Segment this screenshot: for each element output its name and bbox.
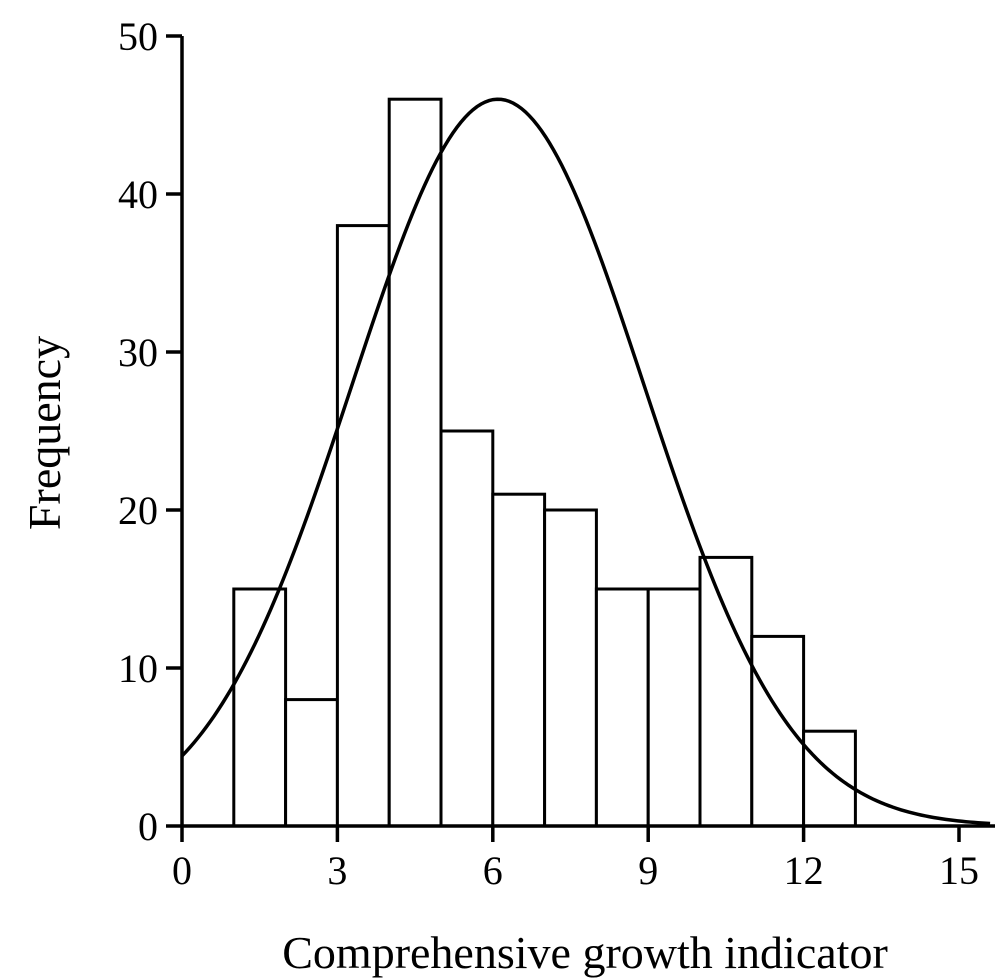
y-tick-label-10: 10 bbox=[118, 646, 158, 691]
x-axis-ticks: 0 3 6 9 12 15 bbox=[172, 826, 979, 893]
y-axis-title: Frequency bbox=[19, 336, 70, 530]
histogram-bars bbox=[232, 97, 857, 828]
x-tick-label-3: 3 bbox=[327, 848, 347, 893]
x-tick-label-9: 9 bbox=[638, 848, 658, 893]
histogram-bar-7 bbox=[543, 508, 598, 828]
histogram-bar-8 bbox=[594, 587, 650, 828]
histogram-bar-6 bbox=[491, 492, 547, 828]
histogram-bar-10 bbox=[698, 555, 754, 828]
histogram-bar-3 bbox=[335, 224, 391, 828]
histogram-bar-9 bbox=[646, 587, 702, 828]
histogram-bar-5 bbox=[439, 429, 495, 828]
x-axis-title: Comprehensive growth indicator bbox=[282, 927, 888, 978]
y-tick-label-20: 20 bbox=[118, 488, 158, 533]
histogram-bar-1 bbox=[232, 587, 288, 828]
x-tick-label-0: 0 bbox=[172, 848, 192, 893]
x-tick-label-15: 15 bbox=[939, 848, 979, 893]
y-tick-label-30: 30 bbox=[118, 330, 158, 375]
axes bbox=[180, 36, 995, 828]
y-tick-label-0: 0 bbox=[138, 804, 158, 849]
x-tick-label-6: 6 bbox=[483, 848, 503, 893]
normal-distribution-curve bbox=[180, 97, 991, 826]
y-tick-label-50: 50 bbox=[118, 14, 158, 59]
x-tick-label-12: 12 bbox=[784, 848, 824, 893]
histogram-bar-12 bbox=[802, 729, 857, 828]
y-axis-ticks: 0 10 20 30 40 50 bbox=[118, 14, 182, 849]
histogram-bar-2 bbox=[284, 698, 339, 828]
y-tick-label-40: 40 bbox=[118, 172, 158, 217]
histogram-bar-11 bbox=[750, 634, 806, 828]
